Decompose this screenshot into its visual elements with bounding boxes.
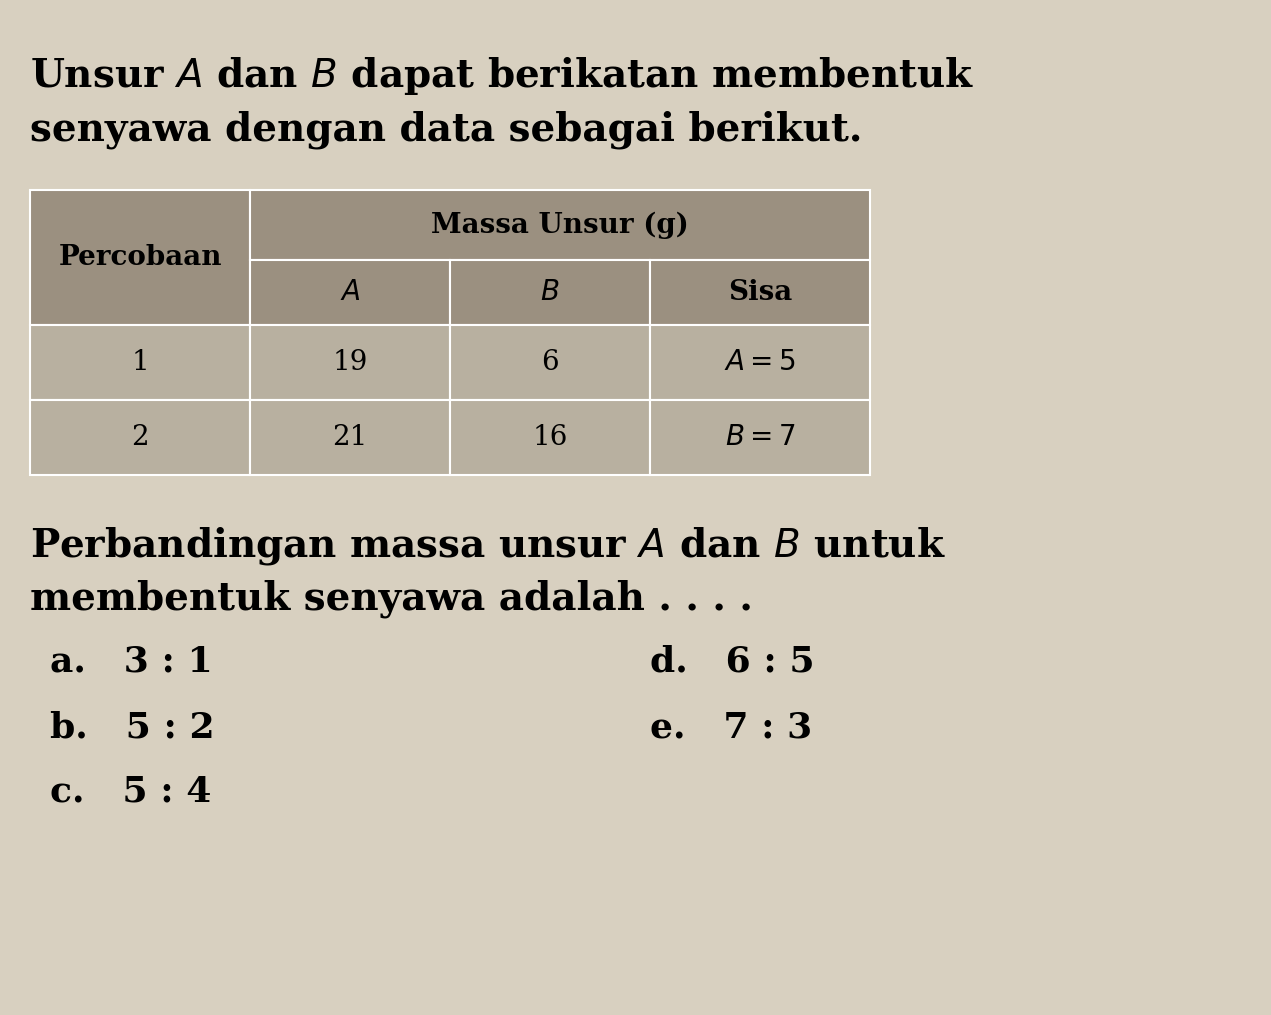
Text: 19: 19 xyxy=(332,349,367,376)
Text: e.   7 : 3: e. 7 : 3 xyxy=(649,710,812,744)
Text: Massa Unsur (g): Massa Unsur (g) xyxy=(431,211,689,239)
Text: $A$: $A$ xyxy=(339,279,360,306)
Bar xyxy=(649,400,871,475)
Bar xyxy=(649,325,871,400)
Text: 6: 6 xyxy=(541,349,559,376)
Text: Perbandingan massa unsur $A$ dan $B$ untuk: Perbandingan massa unsur $A$ dan $B$ unt… xyxy=(31,525,946,567)
Text: 1: 1 xyxy=(131,349,149,376)
Text: b.   5 : 2: b. 5 : 2 xyxy=(50,710,215,744)
Bar xyxy=(31,190,250,325)
Bar xyxy=(31,325,250,400)
Text: 2: 2 xyxy=(131,424,149,451)
Text: a.   3 : 1: a. 3 : 1 xyxy=(50,645,212,679)
Text: c.   5 : 4: c. 5 : 4 xyxy=(50,775,211,809)
Text: $A = 5$: $A = 5$ xyxy=(724,349,796,376)
Bar xyxy=(250,400,450,475)
Text: senyawa dengan data sebagai berikut.: senyawa dengan data sebagai berikut. xyxy=(31,110,863,148)
Bar xyxy=(250,190,871,260)
Text: 21: 21 xyxy=(332,424,367,451)
Text: membentuk senyawa adalah . . . .: membentuk senyawa adalah . . . . xyxy=(31,580,752,618)
Bar xyxy=(450,260,649,325)
Bar xyxy=(250,325,450,400)
Bar xyxy=(649,260,871,325)
Text: Sisa: Sisa xyxy=(728,279,792,306)
Bar xyxy=(250,260,450,325)
Text: Unsur $A$ dan $B$ dapat berikatan membentuk: Unsur $A$ dan $B$ dapat berikatan memben… xyxy=(31,55,975,97)
Text: 16: 16 xyxy=(533,424,568,451)
Text: Percobaan: Percobaan xyxy=(58,244,221,271)
Bar xyxy=(31,400,250,475)
Bar xyxy=(450,400,649,475)
Text: $B$: $B$ xyxy=(540,279,559,306)
Bar xyxy=(450,325,649,400)
Text: d.   6 : 5: d. 6 : 5 xyxy=(649,645,815,679)
Text: $B = 7$: $B = 7$ xyxy=(724,424,796,451)
